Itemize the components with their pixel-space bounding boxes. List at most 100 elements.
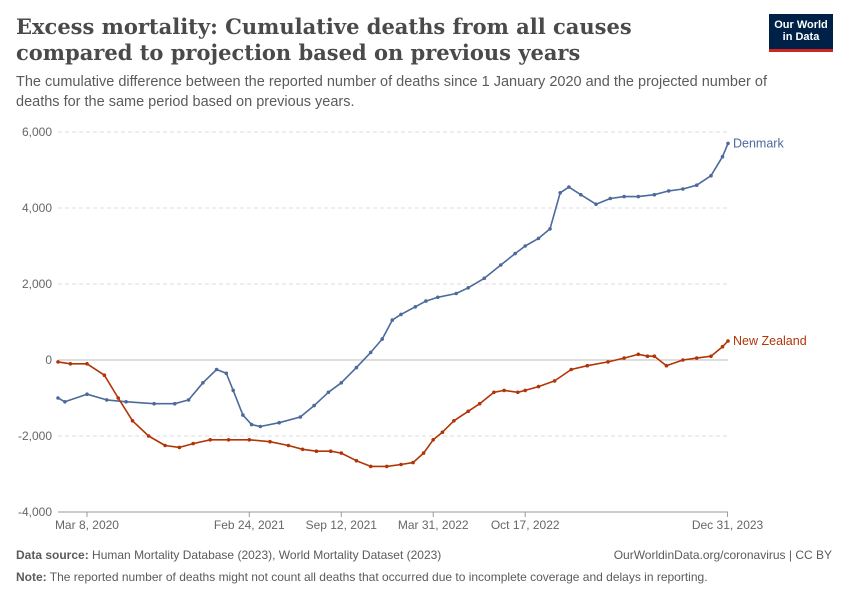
data-point	[636, 352, 641, 357]
data-point	[339, 381, 344, 385]
data-point	[720, 344, 725, 349]
data-point	[523, 244, 527, 248]
data-point	[523, 388, 527, 393]
data-point	[502, 388, 506, 393]
data-point	[466, 286, 471, 290]
data-point	[608, 196, 613, 201]
data-point	[536, 384, 541, 389]
data-point	[385, 464, 389, 469]
y-tick-label: 0	[45, 353, 52, 367]
data-point	[585, 363, 590, 368]
data-point	[579, 192, 583, 197]
data-point	[513, 251, 517, 256]
data-point	[130, 419, 135, 423]
data-point	[477, 401, 482, 406]
data-point	[312, 403, 316, 408]
owid-logo[interactable]: Our World in Data	[769, 14, 833, 52]
data-point	[368, 464, 373, 469]
y-tick-label: 2,000	[22, 277, 52, 291]
data-point	[636, 194, 641, 199]
data-point	[339, 451, 344, 455]
data-point	[152, 401, 156, 406]
data-point	[354, 365, 359, 370]
data-point	[268, 439, 272, 444]
data-point	[652, 354, 657, 359]
y-tick-label: -2,000	[18, 429, 52, 443]
data-point	[224, 371, 229, 376]
data-point	[277, 420, 282, 425]
data-point	[499, 263, 503, 267]
data-point	[558, 191, 562, 195]
note-label: Note:	[16, 570, 47, 584]
data-point	[104, 398, 109, 402]
data-point	[664, 363, 669, 368]
data-point	[249, 422, 254, 427]
data-point	[681, 358, 685, 362]
data-point	[436, 295, 440, 300]
data-point	[399, 312, 403, 317]
data-point	[124, 400, 128, 404]
data-point	[516, 390, 520, 395]
data-point	[173, 401, 177, 406]
x-tick-label: Feb 24, 2021	[214, 518, 285, 532]
data-point	[85, 392, 89, 397]
logo-line2: in Data	[782, 31, 820, 43]
series-label: New Zealand	[733, 334, 807, 348]
data-point	[536, 236, 541, 241]
y-tick-label: 4,000	[22, 201, 52, 215]
data-point	[622, 356, 626, 360]
chart-title: Excess mortality: Cumulative deaths from…	[16, 14, 632, 65]
data-point	[681, 187, 685, 191]
data-point	[116, 396, 120, 400]
data-point	[720, 154, 725, 159]
x-tick-label: Oct 17, 2022	[491, 518, 560, 532]
chart-subtitle: The cumulative difference between the re…	[16, 74, 767, 110]
x-tick-label: Sep 12, 2021	[306, 518, 378, 532]
x-tick-label: Mar 8, 2020	[55, 518, 119, 532]
data-point	[102, 373, 107, 378]
data-point	[326, 390, 331, 395]
series-line-denmark	[57, 143, 729, 428]
data-point	[645, 354, 650, 359]
y-tick-label: -4,000	[18, 505, 52, 519]
data-point	[606, 360, 610, 364]
data-point	[569, 367, 573, 372]
data-point	[694, 183, 699, 187]
data-point	[368, 350, 373, 355]
data-point	[424, 299, 428, 303]
series-label: Denmark	[733, 136, 784, 150]
data-point	[163, 443, 167, 448]
data-point	[328, 449, 333, 454]
data-point	[56, 396, 60, 400]
data-point	[191, 441, 195, 446]
chart-note: Note: The reported number of deaths migh…	[16, 570, 708, 584]
data-point	[454, 291, 459, 296]
data-point	[247, 438, 252, 442]
data-point	[68, 362, 73, 366]
data-point	[298, 415, 303, 419]
data-point	[390, 318, 395, 322]
data-point	[482, 276, 487, 281]
data-point	[548, 227, 552, 231]
data-point	[622, 194, 626, 199]
data-point	[258, 424, 263, 429]
data-point	[56, 360, 60, 364]
data-point	[186, 398, 191, 402]
data-point	[666, 189, 671, 193]
data-point	[466, 409, 471, 414]
data-point	[241, 413, 245, 417]
line-chart: -4,000 -2,000 0 2,000 4,000 6,000 Mar 8, 2020 F…	[18, 125, 807, 532]
data-point	[231, 388, 235, 393]
x-tick-label: Mar 31, 2022	[398, 518, 469, 532]
data-point	[726, 339, 730, 343]
data-source: Data source: Human Mortality Database (2…	[16, 548, 441, 562]
data-point	[411, 460, 415, 465]
data-point	[226, 438, 231, 442]
data-point	[399, 462, 403, 467]
data-point	[214, 367, 219, 372]
data-point	[300, 447, 305, 452]
data-source-label: Data source:	[16, 548, 89, 562]
data-point	[492, 390, 496, 395]
data-source-text: Human Mortality Database (2023), World M…	[92, 548, 442, 562]
source-link[interactable]: OurWorldinData.org/coronavirus | CC BY	[613, 548, 832, 562]
